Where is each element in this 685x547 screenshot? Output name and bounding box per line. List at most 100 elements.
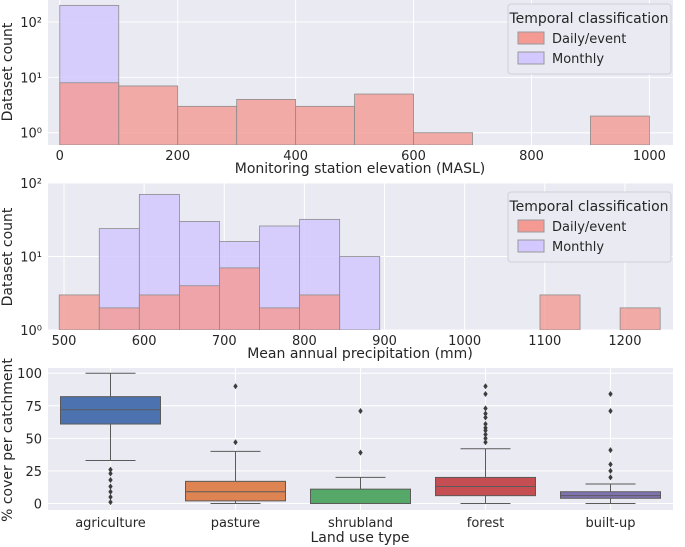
x-axis-label: Mean annual precipitation (mm) — [247, 346, 473, 362]
legend-swatch-monthly — [517, 51, 545, 65]
y-ticks: 10⁰ 10¹ 10² — [20, 177, 42, 339]
bar-daily-event — [138, 294, 180, 330]
outlier-point — [608, 467, 613, 474]
legend-label-monthly: Monthly — [552, 240, 604, 255]
bar-daily-event — [539, 294, 581, 330]
outlier-point — [483, 383, 488, 390]
iqr-box — [560, 491, 661, 499]
legend-title: Temporal classification — [508, 11, 668, 27]
x-ticks: 0 200 400 600 800 1000 — [56, 149, 666, 164]
x-axis-label: Land use type — [310, 530, 409, 546]
x-tick-label: 600 — [401, 149, 426, 164]
legend-label-daily: Daily/event — [552, 32, 626, 47]
x-tick-label: 0 — [56, 149, 64, 164]
bar-monthly — [339, 256, 381, 330]
boxplots — [60, 372, 661, 506]
outlier-point — [608, 407, 613, 414]
legend-swatch-monthly — [517, 239, 545, 253]
iqr-box — [60, 396, 161, 425]
x-tick-label: 1000 — [448, 334, 481, 349]
x-tick-label: 900 — [372, 334, 397, 349]
box-pasture — [185, 383, 286, 504]
bar-daily-event — [219, 267, 260, 330]
y-tick-label: 10⁰ — [20, 324, 42, 339]
bar-daily-event — [590, 115, 650, 145]
legend: Temporal classification Daily/event Mont… — [507, 191, 672, 263]
outlier-point — [108, 483, 113, 490]
outlier-point — [233, 439, 238, 446]
bar-daily-event — [179, 285, 220, 330]
outlier-point — [108, 477, 113, 484]
outlier-point — [608, 461, 613, 468]
outlier-point — [483, 431, 488, 438]
bar-daily-event — [354, 93, 414, 145]
outlier-point — [483, 439, 488, 446]
outlier-point — [608, 391, 613, 398]
x-tick-label: 400 — [283, 149, 308, 164]
land-use-boxplot-panel: agriculture pasture shrubland forest built-u… — [0, 358, 673, 546]
outlier-point — [358, 449, 363, 456]
precipitation-histogram-panel: 500 600 700 800 900 1000 1100 1200 10⁰ 10¹ 10² Me… — [0, 177, 673, 362]
x-tick-label: 500 — [52, 334, 77, 349]
x-tick-label: 200 — [165, 149, 190, 164]
y-tick-label: 25 — [25, 465, 42, 480]
outlier-point — [108, 493, 113, 500]
histogram-bars — [58, 193, 661, 330]
legend-label-monthly: Monthly — [552, 52, 604, 67]
x-axis-label: Monitoring station elevation (MASL) — [235, 161, 485, 177]
outlier-point — [608, 447, 613, 454]
y-tick-label: 75 — [25, 400, 42, 415]
bar-daily-event — [259, 307, 301, 330]
bar-daily-event — [59, 82, 120, 145]
y-axis-label: Dataset count — [0, 22, 16, 121]
x-ticks: agriculture pasture shrubland forest built-u… — [75, 516, 635, 531]
bar-daily-event — [98, 307, 140, 330]
x-tick-label: built-up — [586, 516, 636, 531]
outlier-point — [483, 424, 488, 431]
legend-swatch-daily — [517, 31, 545, 45]
x-tick-label: pasture — [211, 516, 260, 531]
outlier-point — [608, 474, 613, 481]
x-tick-label: 800 — [292, 334, 317, 349]
bar-daily-event — [619, 307, 661, 330]
y-tick-label: 100 — [17, 367, 42, 382]
x-tick-label: shrubland — [328, 516, 393, 531]
y-ticks: 0 25 50 75 100 — [17, 367, 42, 512]
y-ticks: 10⁰ 10¹ 10² — [20, 16, 42, 142]
bar-daily-event — [236, 98, 297, 145]
legend-label-daily: Daily/event — [552, 220, 626, 235]
bar-daily-event — [58, 294, 100, 330]
y-axis-label: % cover per catchment — [0, 358, 16, 522]
y-tick-label: 0 — [34, 497, 42, 512]
y-axis-label: Dataset count — [0, 207, 16, 306]
y-tick-label: 10¹ — [20, 251, 42, 266]
x-tick-label: forest — [467, 516, 504, 531]
legend-title: Temporal classification — [508, 199, 668, 215]
outlier-point — [233, 383, 238, 390]
x-ticks: 500 600 700 800 900 1000 1100 1200 — [52, 334, 642, 349]
y-tick-label: 10⁰ — [20, 127, 42, 142]
outlier-point — [483, 410, 488, 417]
outlier-point — [108, 466, 113, 473]
iqr-box — [185, 480, 286, 502]
outlier-point — [483, 435, 488, 442]
legend: Temporal classification Daily/event Mont… — [507, 3, 672, 75]
box-agriculture — [60, 372, 161, 506]
outlier-point — [483, 421, 488, 428]
y-tick-label: 10² — [20, 177, 42, 192]
outlier-point — [358, 407, 363, 414]
histogram-bars — [59, 4, 650, 145]
x-tick-label: 1000 — [633, 149, 666, 164]
legend-swatch-daily — [517, 219, 545, 233]
x-tick-label: 700 — [212, 334, 237, 349]
bar-daily-event — [299, 294, 341, 330]
outlier-point — [483, 405, 488, 412]
elevation-histogram-panel: 0 200 400 600 800 1000 10⁰ 10¹ 10² Monitoring s… — [0, 0, 673, 177]
x-tick-label: 1100 — [528, 334, 561, 349]
bar-daily-event — [413, 132, 473, 145]
box-built-up — [560, 391, 661, 504]
outlier-point — [483, 414, 488, 421]
iqr-box — [310, 488, 411, 504]
box-shrubland — [310, 407, 411, 504]
x-tick-label: 600 — [132, 334, 157, 349]
